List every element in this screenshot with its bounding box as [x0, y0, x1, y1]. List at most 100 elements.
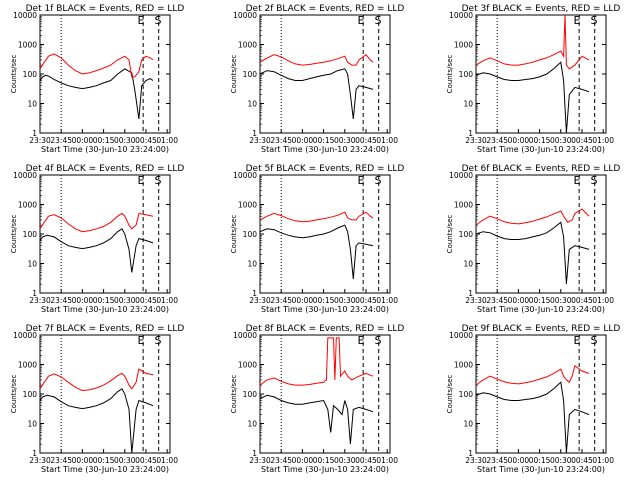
- panel-title: Det 8f BLACK = Events, RED = LLD: [246, 324, 405, 334]
- x-tick-label: 23:45: [50, 456, 72, 465]
- series-lld-line: [475, 208, 590, 226]
- y-tick-label: 10: [463, 260, 473, 269]
- x-tick-label: 23:30: [29, 456, 51, 465]
- panel-title: Det 1f BLACK = Events, RED = LLD: [26, 4, 185, 14]
- y-tick-label: 100: [243, 230, 258, 239]
- y-tick-label: 1000: [18, 41, 37, 50]
- y-tick-label: 1: [252, 289, 257, 298]
- y-tick-label: 10: [27, 100, 37, 109]
- axes-frame: [39, 174, 171, 294]
- marker-label-e: E: [138, 334, 145, 347]
- x-tick-label: 00:00: [72, 136, 94, 145]
- y-tick-label: 10000: [233, 171, 257, 180]
- x-tick-label: 00:15: [313, 296, 335, 305]
- series-events-line: [475, 61, 590, 134]
- panel-6: Det 6f BLACK = Events, RED = LLD 1 10 100 10…: [446, 164, 620, 314]
- x-tick-label: 01:00: [156, 296, 178, 305]
- x-tick-label: 00:00: [72, 296, 94, 305]
- y-tick-label: 1: [468, 449, 473, 458]
- series-events-line: [475, 221, 590, 285]
- axes-frame: [475, 174, 607, 294]
- y-tick-label: 10: [247, 420, 257, 429]
- x-tick-label: 01:00: [376, 456, 398, 465]
- y-tick-label: 100: [459, 230, 474, 239]
- y-tick-label: 10000: [449, 331, 473, 340]
- series-events-line: [39, 68, 154, 119]
- x-tick-label: 23:45: [50, 296, 72, 305]
- y-tick-label: 1: [32, 129, 37, 138]
- x-tick-label: 00:00: [292, 136, 314, 145]
- marker-label-e: E: [138, 174, 145, 187]
- y-tick-label: 10: [27, 260, 37, 269]
- series-lld-line: [39, 53, 154, 78]
- axes-frame: [259, 334, 391, 454]
- panel-title: Det 3f BLACK = Events, RED = LLD: [462, 4, 621, 14]
- y-tick-label: 10: [27, 420, 37, 429]
- x-tick-label: 00:15: [529, 296, 551, 305]
- x-tick-label: 23:45: [270, 456, 292, 465]
- x-tick-label: 23:30: [29, 136, 51, 145]
- y-tick-label: 1000: [454, 41, 473, 50]
- x-axis-label: Start Time (30-Jun-10 23:24:00): [477, 465, 605, 474]
- series-events-line: [39, 388, 154, 454]
- x-tick-label: 00:30: [550, 456, 572, 465]
- x-tick-label: 23:30: [249, 136, 271, 145]
- panel-5: Det 5f BLACK = Events, RED = LLD 1 10 100 10…: [230, 164, 404, 314]
- series-lld-line: [475, 364, 590, 386]
- x-tick-label: 00:45: [571, 456, 593, 465]
- series-events-line: [259, 224, 374, 279]
- x-tick-label: 00:00: [292, 296, 314, 305]
- x-axis-label: Start Time (30-Jun-10 23:24:00): [477, 305, 605, 314]
- y-tick-label: 1000: [18, 201, 37, 210]
- marker-label-e: E: [138, 14, 145, 27]
- x-tick-label: 00:15: [93, 296, 115, 305]
- marker-label-s: S: [154, 334, 161, 347]
- series-events-line: [39, 228, 154, 273]
- y-axis-label: Counts/sec: [446, 375, 454, 414]
- y-tick-label: 10000: [13, 11, 37, 20]
- x-tick-label: 00:45: [571, 296, 593, 305]
- y-axis-label: Counts/sec: [230, 215, 238, 254]
- marker-label-e: E: [574, 334, 581, 347]
- x-tick-label: 01:00: [592, 456, 614, 465]
- x-tick-label: 00:15: [529, 456, 551, 465]
- panel-title: Det 9f BLACK = Events, RED = LLD: [462, 324, 621, 334]
- x-tick-label: 23:30: [29, 296, 51, 305]
- y-tick-label: 1000: [454, 361, 473, 370]
- y-tick-label: 1: [32, 449, 37, 458]
- panel-3: Det 3f BLACK = Events, RED = LLD 1 10 100 10…: [446, 4, 620, 154]
- panel-2: Det 2f BLACK = Events, RED = LLD 1 10 100 10…: [230, 4, 404, 154]
- x-axis-label: Start Time (30-Jun-10 23:24:00): [477, 145, 605, 154]
- y-tick-label: 1: [252, 449, 257, 458]
- axes-frame: [39, 14, 171, 134]
- x-tick-label: 00:45: [355, 296, 377, 305]
- x-tick-label: 00:45: [135, 136, 157, 145]
- y-tick-label: 100: [459, 70, 474, 79]
- y-tick-label: 100: [23, 230, 38, 239]
- marker-label-s: S: [154, 14, 161, 27]
- panel-4: Det 4f BLACK = Events, RED = LLD 1 10 100 10…: [10, 164, 184, 314]
- panel-8: Det 8f BLACK = Events, RED = LLD 1 10 100 10…: [230, 324, 404, 474]
- x-tick-label: 00:30: [334, 136, 356, 145]
- y-tick-label: 1000: [238, 201, 257, 210]
- y-axis-label: Counts/sec: [230, 55, 238, 94]
- y-axis-label: Counts/sec: [10, 55, 18, 94]
- panel-title: Det 7f BLACK = Events, RED = LLD: [26, 324, 185, 334]
- y-tick-label: 100: [243, 390, 258, 399]
- x-tick-label: 00:15: [313, 456, 335, 465]
- marker-label-s: S: [374, 174, 381, 187]
- x-tick-label: 00:30: [550, 136, 572, 145]
- x-axis-label: Start Time (30-Jun-10 23:24:00): [41, 305, 169, 314]
- series-lld-line: [39, 212, 154, 233]
- x-tick-label: 00:30: [550, 296, 572, 305]
- series-lld-line: [259, 54, 374, 66]
- x-tick-label: 00:30: [334, 296, 356, 305]
- y-axis-label: Counts/sec: [10, 215, 18, 254]
- y-tick-label: 100: [23, 390, 38, 399]
- x-tick-label: 23:45: [486, 456, 508, 465]
- y-tick-label: 10000: [233, 331, 257, 340]
- x-tick-label: 00:15: [93, 456, 115, 465]
- y-tick-label: 10000: [233, 11, 257, 20]
